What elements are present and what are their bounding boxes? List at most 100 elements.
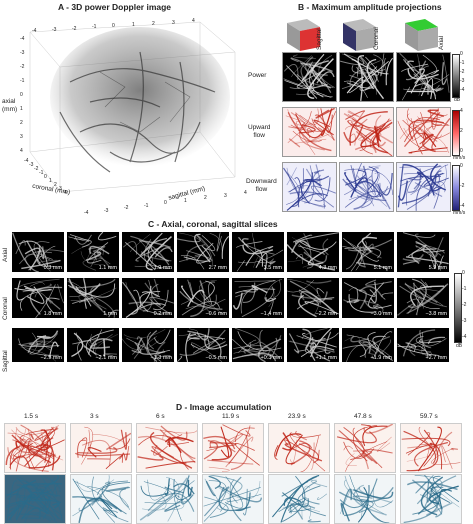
axial-slice-tile: 0.3 mm <box>12 232 64 272</box>
tick-sagittal: 1 <box>184 197 187 204</box>
axial-slice-tile: 2.7 mm <box>177 232 229 272</box>
tick-top: -3 <box>52 26 57 33</box>
power-tile <box>396 52 451 102</box>
tick-left: -2 <box>20 64 25 70</box>
accumulation-red-tile <box>268 423 330 473</box>
col-label-coronal: Coronal <box>373 27 380 50</box>
upward-flow-tile <box>282 107 337 157</box>
tick-sagittal: 4 <box>244 190 247 196</box>
row-label-upward: Upward flow <box>248 124 271 139</box>
cbar-tick: -1 <box>460 60 465 66</box>
accumulation-blue-tile <box>136 474 198 524</box>
coronal-slice-tile: 1.8 mm <box>12 278 64 318</box>
cbar-tick: 0 <box>462 270 465 276</box>
axial-slice-tile: 1.9 mm <box>122 232 174 272</box>
cbar-tick: 0 <box>460 163 463 169</box>
cbar-tick: 2 <box>460 128 463 134</box>
tick-coronal: 0 <box>44 174 47 180</box>
col-label-axial: Axial <box>438 35 445 50</box>
downward-flow-tile <box>396 162 451 212</box>
accumulation-red-tile <box>334 423 396 473</box>
cbar-tick: -2 <box>460 69 465 75</box>
slice-position-label: 0.2 mm <box>153 311 172 317</box>
slice-position-label: −2.9 mm <box>40 355 62 361</box>
tick-top: -1 <box>92 24 97 31</box>
accumulation-time-label: 11.9 s <box>222 413 240 420</box>
accumulation-blue-tile <box>4 474 66 524</box>
tick-sagittal: -1 <box>144 202 149 209</box>
accumulation-red-tile <box>4 423 66 473</box>
tick-left: 4 <box>20 148 23 154</box>
panel-a-title: A - 3D power Doppler image <box>58 2 172 12</box>
accumulation-blue-tile <box>334 474 396 524</box>
upward-flow-tile <box>396 107 451 157</box>
coronal-slice-tile: −2.2 mm <box>287 278 339 318</box>
upward-flow-tile <box>339 107 394 157</box>
axial-slice-tile: 3.5 mm <box>232 232 284 272</box>
slice-position-label: 1.1 mm <box>98 265 117 271</box>
tick-sagittal: -2 <box>124 205 129 211</box>
col-label-sagittal: Sagittal <box>316 28 323 50</box>
cbar-unit: dB <box>454 97 461 103</box>
panel-d-title: D - Image accumulation <box>176 402 272 412</box>
accumulation-red-tile <box>202 423 264 473</box>
accumulation-blue-tile <box>268 474 330 524</box>
slice-position-label: 3.5 mm <box>263 265 282 271</box>
tick-coronal: -1 <box>39 170 44 176</box>
tick-coronal: 2 <box>54 182 57 188</box>
accumulation-red-tile <box>400 423 462 473</box>
cbar-tick: -2 <box>460 183 465 189</box>
slice-position-label: +1.1 mm <box>315 355 337 361</box>
tick-top: -4 <box>32 28 37 34</box>
sagittal-slice-tile: −2.1 mm <box>67 328 119 362</box>
cbar-tick: -2 <box>462 302 467 308</box>
sagittal-slice-tile: +0.3 mm <box>232 328 284 362</box>
sagittal-slice-tile: +1.9 mm <box>342 328 394 362</box>
tick-sagittal: 2 <box>204 195 207 201</box>
cbar-tick: 0 <box>460 148 463 154</box>
axial-slice-tile: 1.1 mm <box>67 232 119 272</box>
panel-c-title: C - Axial, coronal, sagittal slices <box>148 219 278 229</box>
row-label-power: Power <box>248 72 267 79</box>
coronal-slice-tile: −3.8 mm <box>397 278 449 318</box>
projection-cube-icons <box>287 19 438 51</box>
tick-sagittal: -3 <box>104 207 109 214</box>
cbar-tick: 0 <box>460 51 463 57</box>
tick-sagittal: 3 <box>224 192 227 199</box>
slice-position-label: 2.7 mm <box>208 265 227 271</box>
row-label-axial: Axial <box>2 247 9 262</box>
accumulation-time-label: 3 s <box>90 413 99 420</box>
slice-position-label: −1.4 mm <box>260 311 282 317</box>
power-colorbar <box>452 54 460 98</box>
accumulation-blue-tile <box>400 474 462 524</box>
row-label-sagittal: Sagittal <box>2 350 9 372</box>
slice-position-label: −3.8 mm <box>425 311 447 317</box>
sagittal-slice-tile: +1.1 mm <box>287 328 339 362</box>
slice-position-label: 5.1 mm <box>373 265 392 271</box>
slice-position-label: +0.3 mm <box>260 355 282 361</box>
slice-position-label: +2.7 mm <box>425 355 447 361</box>
sagittal-slice-tile: −0.5 mm <box>177 328 229 362</box>
slice-position-label: −2.2 mm <box>315 311 337 317</box>
axial-slice-tile: 5.9 mm <box>397 232 449 272</box>
slice-position-label: −1.3 mm <box>150 355 172 361</box>
slice-position-label: 1 mm <box>103 311 117 317</box>
slice-position-label: 5.9 mm <box>428 265 447 271</box>
upward-colorbar <box>452 110 460 156</box>
coronal-slice-tile: −1.4 mm <box>232 278 284 318</box>
cbar-tick: -3 <box>460 78 465 84</box>
slice-position-label: −0.6 mm <box>205 311 227 317</box>
tick-left: -1 <box>20 78 25 84</box>
sagittal-slice-tile: −1.3 mm <box>122 328 174 362</box>
accumulation-time-label: 59.7 s <box>420 413 438 420</box>
sagittal-slice-tile: +2.7 mm <box>397 328 449 362</box>
cbar-tick: -4 <box>462 334 467 340</box>
tick-sagittal: -4 <box>84 210 89 216</box>
tick-top: 0 <box>112 23 115 30</box>
tick-top: 1 <box>132 22 135 28</box>
cbar-tick: 4 <box>460 108 463 114</box>
slice-position-label: 0.3 mm <box>43 265 62 271</box>
tick-left: 1 <box>20 106 23 112</box>
row-label-downward: Downward flow <box>246 178 277 193</box>
tick-top: -2 <box>72 25 77 32</box>
